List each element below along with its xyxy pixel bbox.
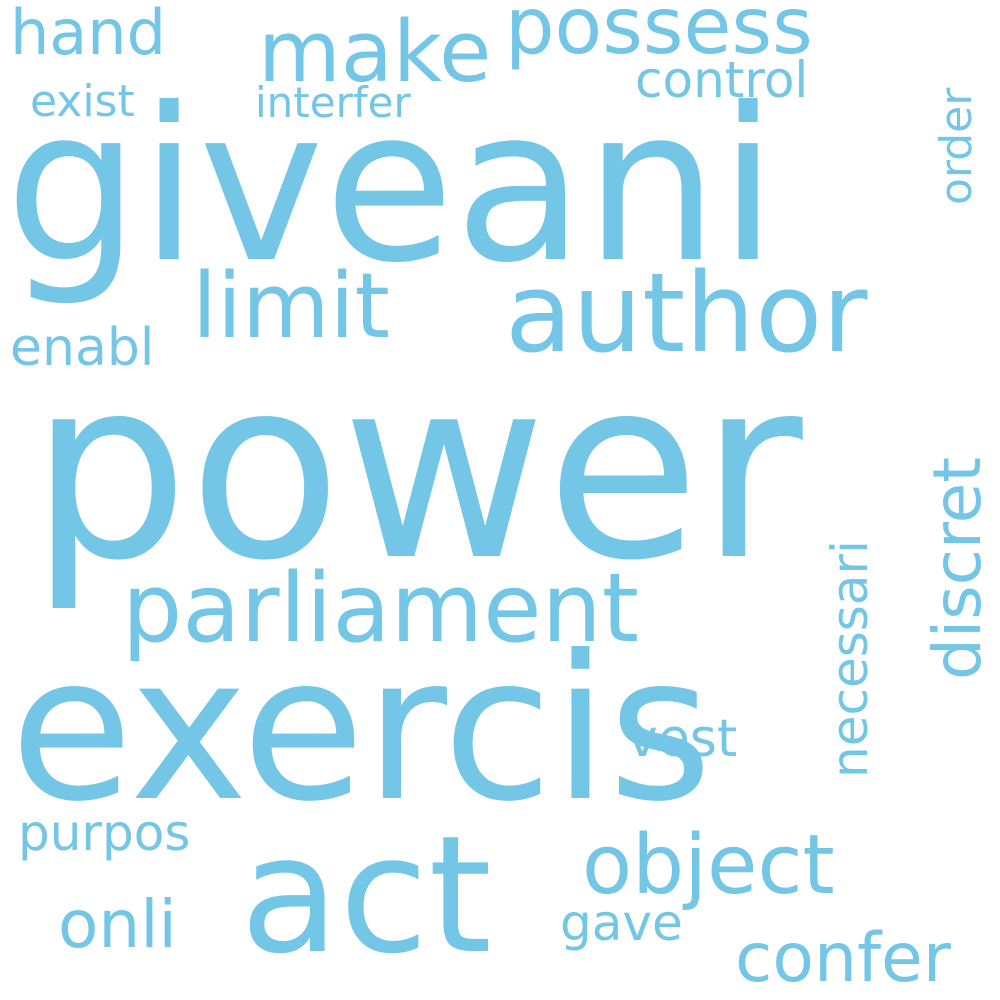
- word-exercis: exercis: [10, 613, 713, 846]
- word-parliament: parliament: [122, 554, 640, 664]
- word-necessari: necessari: [821, 540, 879, 778]
- word-discret: discret: [919, 456, 996, 680]
- word-act: act: [240, 802, 492, 990]
- word-gave: gave: [560, 894, 683, 952]
- word-hand: hand: [10, 0, 166, 69]
- word-interfer: interfer: [255, 78, 411, 127]
- word-giveani: giveani: [5, 62, 778, 309]
- word-exist: exist: [30, 76, 135, 127]
- word-onli: onli: [58, 886, 177, 963]
- word-purpos: purpos: [18, 804, 191, 862]
- word-object: object: [582, 818, 835, 913]
- word-enabl: enabl: [10, 318, 155, 378]
- word-limit: limit: [192, 254, 390, 359]
- word-confer: confer: [735, 919, 951, 998]
- word-power: power: [30, 324, 803, 615]
- word-possess: possess: [505, 0, 813, 72]
- word-vest: vest: [627, 709, 738, 769]
- word-make: make: [258, 3, 492, 102]
- word-author: author: [505, 249, 868, 377]
- word-control: control: [635, 51, 809, 109]
- word-order: order: [931, 87, 982, 205]
